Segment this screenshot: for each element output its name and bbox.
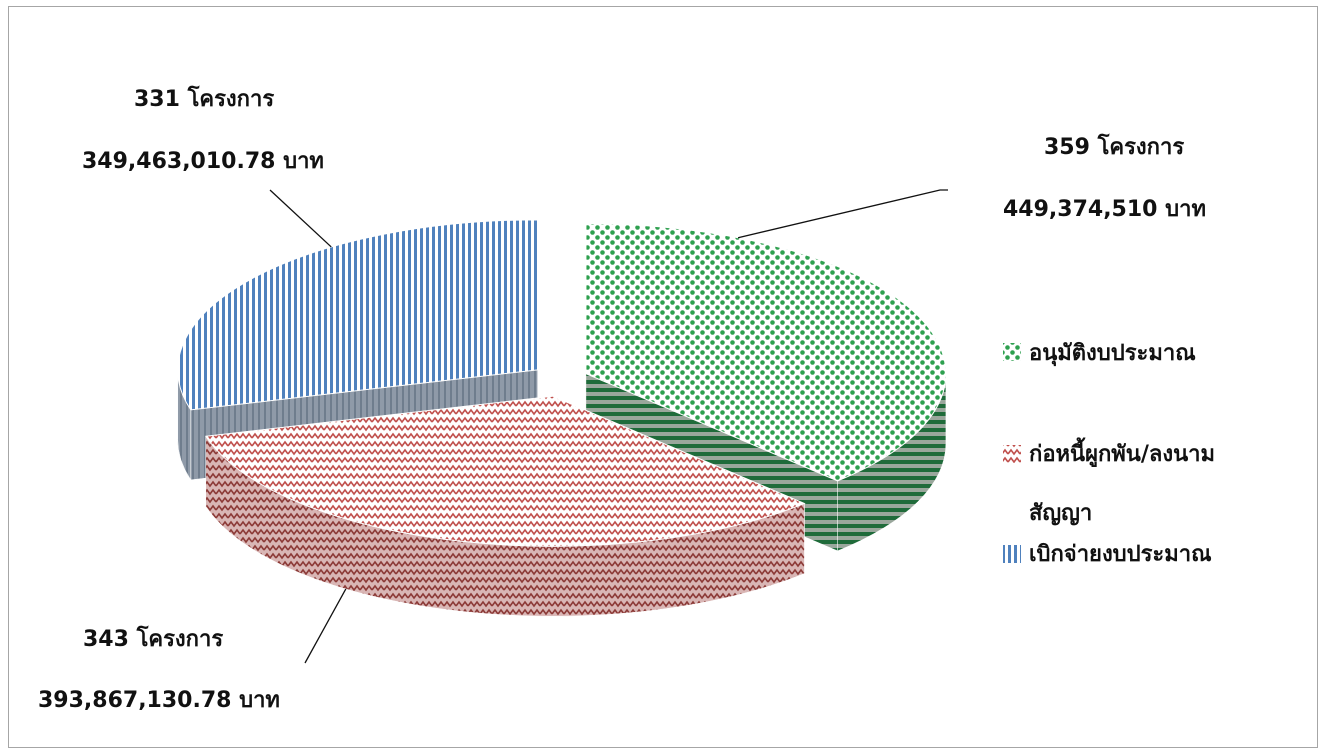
legend: อนุมัติงบประมาณ ก่อหนี้ผูกพัน/ลงนาม สัญญ…: [1003, 341, 1215, 567]
data-label-group-disbursed: 331 โครงการ 349,463,010.78 บาท: [82, 85, 324, 174]
data-label-amount-disbursed: 349,463,010.78 บาท: [82, 149, 324, 174]
data-label-group-committed: 343 โครงการ 393,867,130.78 บาท: [38, 625, 280, 713]
leader-line-disbursed: [269, 189, 332, 248]
pie-slice-committed: [204, 395, 806, 617]
legend-item-disbursed: เบิกจ่ายงบประมาณ: [1003, 542, 1212, 567]
pie-slice-committed-top: [204, 395, 806, 547]
pie-slices: [177, 219, 947, 617]
legend-item-approved: อนุมัติงบประมาณ: [1003, 341, 1196, 367]
data-label-projects-disbursed: 331 โครงการ: [134, 85, 274, 112]
data-label-amount-committed: 393,867,130.78 บาท: [38, 688, 280, 713]
leader-lines: [269, 189, 948, 664]
data-label-projects-committed: 343 โครงการ: [83, 625, 223, 652]
data-label-group-approved: 359 โครงการ 449,374,510 บาท: [1003, 133, 1206, 222]
leader-line-approved: [737, 189, 948, 239]
legend-swatch-committed: [1003, 445, 1021, 463]
legend-label-committed-line2: สัญญา: [1029, 501, 1092, 526]
legend-swatch-approved: [1003, 343, 1021, 361]
pie-slice-disbursed-top: [177, 219, 539, 411]
legend-item-committed: ก่อหนี้ผูกพัน/ลงนาม สัญญา: [1003, 437, 1215, 526]
legend-label-committed-line1: ก่อหนี้ผูกพัน/ลงนาม: [1029, 437, 1215, 468]
legend-label-disbursed: เบิกจ่ายงบประมาณ: [1029, 542, 1212, 567]
legend-swatch-disbursed: [1003, 545, 1021, 563]
leader-line-committed: [304, 588, 347, 664]
data-label-projects-approved: 359 โครงการ: [1044, 133, 1184, 160]
data-label-amount-approved: 449,374,510 บาท: [1003, 197, 1206, 222]
pie-slice-approved-top: [585, 223, 947, 482]
legend-label-approved: อนุมัติงบประมาณ: [1029, 341, 1196, 367]
